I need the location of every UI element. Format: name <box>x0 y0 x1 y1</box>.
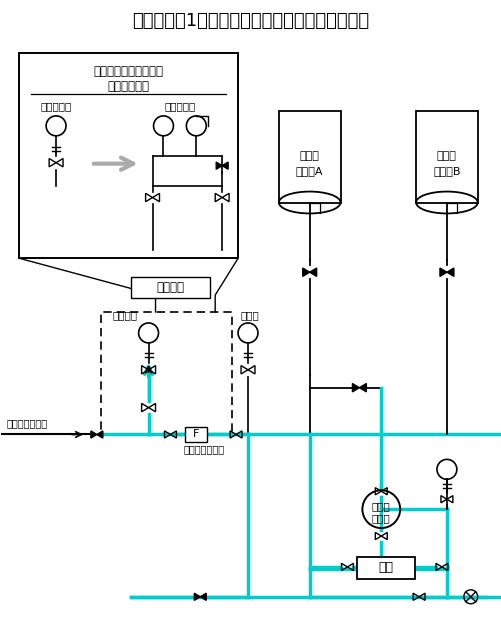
Text: 耐圧検査用仮設圧力計: 耐圧検査用仮設圧力計 <box>94 64 163 78</box>
FancyBboxPatch shape <box>415 111 477 203</box>
Polygon shape <box>222 162 227 169</box>
Polygon shape <box>91 431 97 438</box>
FancyBboxPatch shape <box>357 557 414 579</box>
Text: タンクA: タンクA <box>295 166 323 176</box>
Text: ポンプ: ポンプ <box>371 513 390 523</box>
Text: 当該箇所: 当該箇所 <box>156 281 184 294</box>
Text: 圧力計１: 圧力計１ <box>113 310 137 320</box>
Polygon shape <box>309 268 316 276</box>
Text: 仮設圧力計: 仮設圧力計 <box>164 101 195 111</box>
Text: 純水: 純水 <box>378 561 393 575</box>
FancyBboxPatch shape <box>130 277 210 298</box>
FancyBboxPatch shape <box>185 427 207 443</box>
Text: ほう酸: ほう酸 <box>371 501 390 511</box>
Text: 伊方発電所1号機　ほう酸補給ライン概略系統図: 伊方発電所1号機 ほう酸補給ライン概略系統図 <box>132 12 369 31</box>
Text: 本設圧力計: 本設圧力計 <box>41 101 72 111</box>
Polygon shape <box>359 383 366 392</box>
FancyBboxPatch shape <box>278 111 340 203</box>
Polygon shape <box>216 162 222 169</box>
Text: F: F <box>193 429 199 440</box>
Polygon shape <box>194 593 200 600</box>
Text: 圧力計: 圧力計 <box>239 310 259 320</box>
Polygon shape <box>439 268 446 276</box>
Polygon shape <box>352 383 359 392</box>
Polygon shape <box>446 268 453 276</box>
Text: ほう酸フィルタ: ほう酸フィルタ <box>183 445 224 454</box>
Text: の設置予定図: の設置予定図 <box>108 80 149 92</box>
Text: ほう酸: ほう酸 <box>299 151 319 161</box>
Text: ほう酸: ほう酸 <box>436 151 456 161</box>
Text: 充てんポンプへ: 充てんポンプへ <box>7 419 48 429</box>
FancyBboxPatch shape <box>19 53 237 258</box>
Polygon shape <box>302 268 309 276</box>
Polygon shape <box>97 431 103 438</box>
Polygon shape <box>200 593 206 600</box>
Text: タンクB: タンクB <box>432 166 460 176</box>
